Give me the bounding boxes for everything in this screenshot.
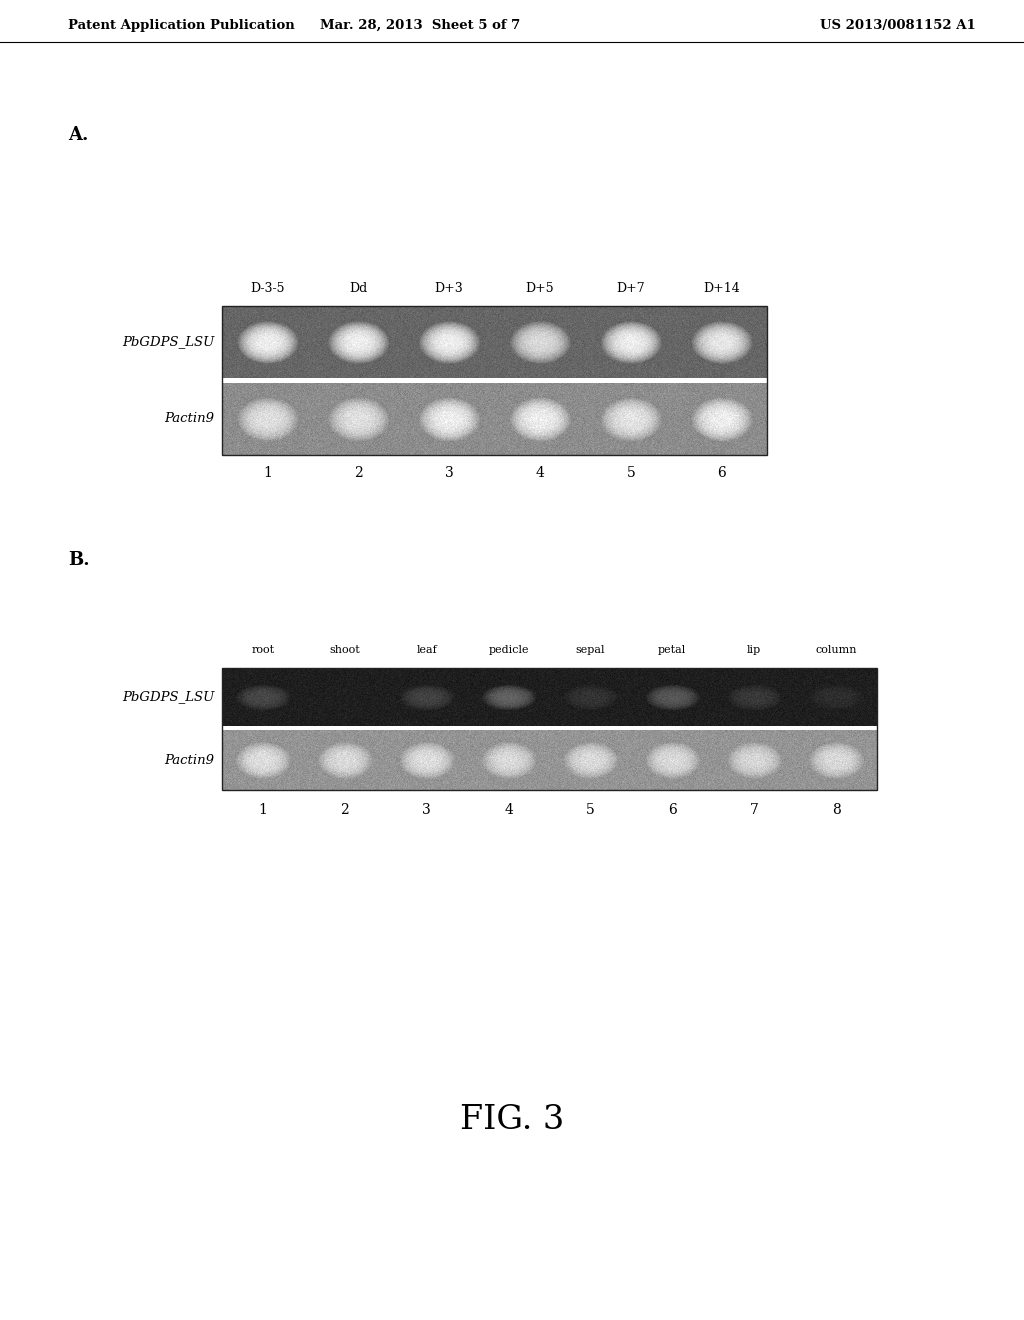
Text: 8: 8 [831,803,841,817]
Bar [222,726,877,730]
Text: 4: 4 [504,803,513,817]
Bar [222,668,877,789]
Text: 5: 5 [586,803,595,817]
Text: column: column [815,645,857,655]
Text: Pactin9: Pactin9 [164,412,214,425]
Text: FIG. 3: FIG. 3 [460,1104,564,1137]
Text: B.: B. [68,550,90,569]
Text: PbGDPS_LSU: PbGDPS_LSU [122,690,214,704]
Text: 5: 5 [627,466,635,480]
Text: shoot: shoot [330,645,360,655]
Bar [222,378,767,383]
Text: 6: 6 [717,466,726,480]
Text: sepal: sepal [575,645,605,655]
Text: lip: lip [748,645,761,655]
Text: 3: 3 [444,466,454,480]
Text: D+5: D+5 [525,281,554,294]
Text: 1: 1 [263,466,271,480]
Text: Mar. 28, 2013  Sheet 5 of 7: Mar. 28, 2013 Sheet 5 of 7 [319,18,520,32]
Bar [222,306,767,455]
Text: 6: 6 [668,803,677,817]
Text: D+7: D+7 [616,281,645,294]
Text: pedicle: pedicle [488,645,528,655]
Text: Dd: Dd [349,281,368,294]
Text: 4: 4 [536,466,545,480]
Text: A.: A. [68,125,88,144]
Text: 2: 2 [340,803,349,817]
Text: US 2013/0081152 A1: US 2013/0081152 A1 [820,18,976,32]
Text: 3: 3 [422,803,431,817]
Text: D-3-5: D-3-5 [250,281,285,294]
Text: leaf: leaf [417,645,437,655]
Text: D+3: D+3 [435,281,464,294]
Text: 1: 1 [258,803,267,817]
Text: Pactin9: Pactin9 [164,754,214,767]
Text: 7: 7 [750,803,759,817]
Text: root: root [251,645,274,655]
Text: D+14: D+14 [703,281,740,294]
Text: 2: 2 [354,466,362,480]
Text: PbGDPS_LSU: PbGDPS_LSU [122,335,214,348]
Text: petal: petal [658,645,686,655]
Text: Patent Application Publication: Patent Application Publication [68,18,295,32]
